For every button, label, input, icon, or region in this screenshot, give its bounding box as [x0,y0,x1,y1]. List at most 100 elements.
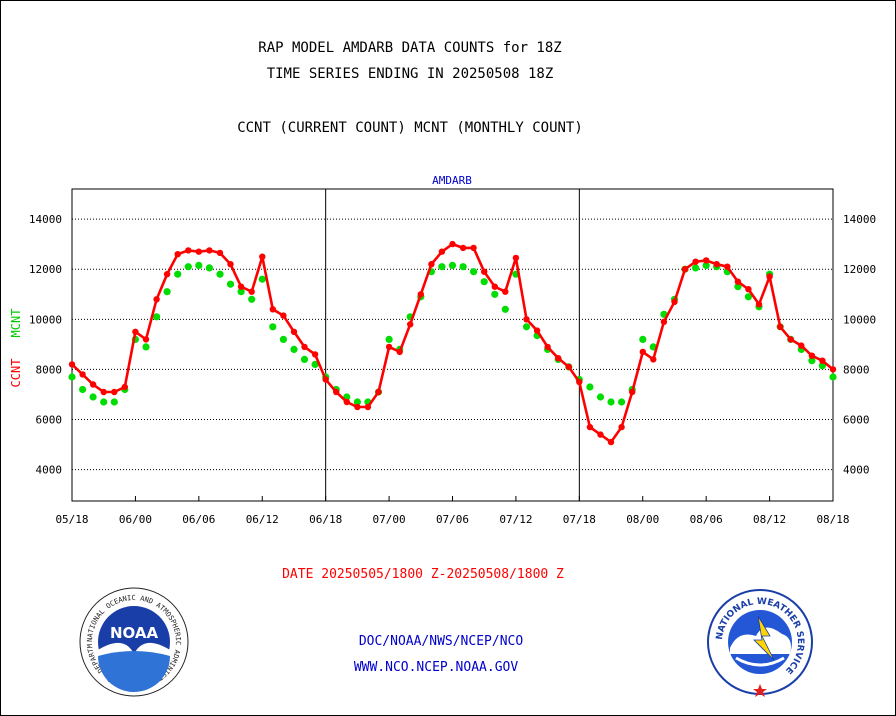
ccnt-point [734,278,742,285]
ccnt-point [745,286,752,293]
ccnt-point [354,403,361,411]
ccnt-point [68,361,76,368]
ccnt-point [829,366,837,373]
ccnt-point [111,388,118,396]
ccnt-point [407,321,414,328]
ccnt-point [713,261,720,268]
mcnt-point [184,263,192,271]
ccnt-point [396,348,403,356]
axis-layer [71,188,834,502]
xtick-label: 07/00 [373,513,406,526]
mcnt-point [290,345,298,353]
mcnt-point [353,398,361,406]
ytick-label-right: 8000 [843,363,870,376]
ccnt-point [89,381,97,388]
mcnt-point [237,288,245,296]
ccnt-point [819,357,826,364]
xtick-label: 08/00 [626,513,659,526]
ytick-label-left: 8000 [36,363,63,376]
mcnt-point [586,383,594,391]
mcnt-point [142,343,150,351]
xtick-label: 07/12 [499,513,532,526]
ccnt-point [470,244,477,252]
xtick-label: 08/06 [690,513,723,526]
ccnt-point [375,388,382,396]
ccnt-point [216,249,224,257]
chart-title-line1: RAP MODEL AMDARB DATA COUNTS for 18Z [258,40,561,56]
ccnt-point [639,348,646,356]
ccnt-point [755,301,763,308]
ccnt-point [174,251,181,258]
ccnt-point [163,271,171,278]
xtick-label: 06/18 [309,513,342,526]
date-range-label: DATE 20250505/1800 Z-20250508/1800 Z [282,567,564,582]
ccnt-point [544,343,551,351]
ccnt-point [237,283,245,290]
ccnt-point [227,261,234,268]
ytick-label-left: 6000 [36,414,63,427]
mcnt-point [68,373,76,381]
ccnt-point [481,268,488,275]
mcnt-point [174,270,182,278]
mcnt-point [744,293,753,301]
ccnt-point [618,423,625,431]
mcnt-point [311,360,319,368]
mcnt-point [501,305,509,313]
mcnt-point [639,335,647,343]
mcnt-point [596,393,605,401]
ccnt-point [798,342,805,349]
ytick-label-right: 12000 [843,263,876,276]
noaa-logo: NATIONAL OCEANIC AND ATMOSPHERIC ADMINIS… [79,587,189,697]
ccnt-point [555,355,562,362]
ytick-label-right: 4000 [843,464,870,477]
xtick-label: 05/18 [55,513,88,526]
xtick-label: 07/06 [436,513,469,526]
chart-title-line2: TIME SERIES ENDING IN 20250508 18Z [267,66,554,82]
ytick-label-left: 10000 [29,313,62,326]
mcnt-point [205,264,213,272]
ccnt-point [777,323,784,330]
ytick-label-left: 4000 [36,464,63,477]
mcnt-point [829,373,837,381]
mcnt-point [216,270,224,278]
ccnt-series-line [71,242,834,444]
nws-logo: NATIONAL WEATHER SERVICE [707,589,813,697]
mcnt-point [163,288,171,296]
xtick-label: 06/00 [119,513,152,526]
mcnt-point [258,275,266,283]
ccnt-point [185,247,192,254]
mcnt-point [491,290,499,298]
ccnt-point [449,240,456,248]
ccnt-point [586,423,594,431]
ylabel-mcnt: MCNT [9,309,23,338]
mcnt-point [385,335,393,343]
ccnt-point [385,343,393,351]
ylabel-ccnt: CCNT [9,359,23,388]
ytick-label-left: 12000 [29,263,62,276]
ccnt-point [79,371,86,378]
xtick-label: 06/12 [246,513,279,526]
mcnt-point [702,261,710,269]
org-link[interactable]: DOC/NOAA/NWS/NCEP/NCO [359,634,524,649]
ccnt-point [565,363,572,371]
ccnt-point [195,248,202,255]
website-link[interactable]: WWW.NCO.NCEP.NOAA.GOV [354,660,519,675]
ccnt-point [153,296,160,303]
mcnt-point [522,323,531,331]
ccnt-point [650,356,657,363]
series-layer [68,240,837,446]
ccnt-point [597,431,604,438]
mcnt-point [808,357,816,365]
mcnt-point [226,280,235,288]
ccnt-point [660,318,668,325]
chart-subtitle: CCNT (CURRENT COUNT) MCNT (MONTHLY COUNT… [237,120,583,136]
xtick-label: 08/12 [753,513,786,526]
ccnt-point [259,253,266,260]
grid-layer [72,218,833,471]
mcnt-point [692,264,700,272]
ytick-label-right: 10000 [843,313,876,326]
plot-border [71,188,834,502]
ccnt-point [491,283,498,290]
ccnt-point [206,247,213,254]
